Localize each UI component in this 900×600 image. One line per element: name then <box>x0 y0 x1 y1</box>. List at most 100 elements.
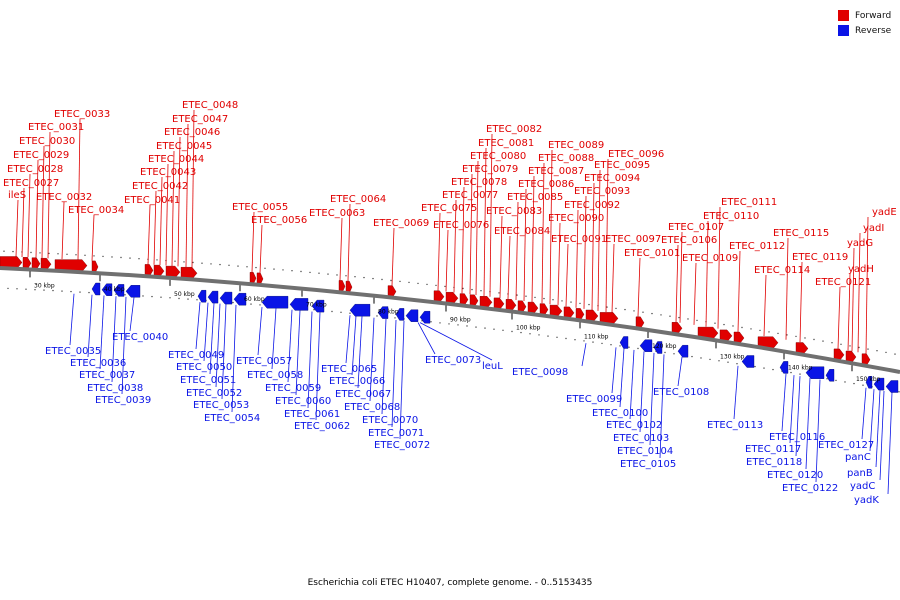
scale-tick-label: 110 kbp <box>584 333 609 340</box>
reverse-leader <box>805 377 811 470</box>
track-dot <box>48 252 50 255</box>
track-dot <box>138 258 140 260</box>
track-dot <box>484 327 486 329</box>
forward-gene-label: ETEC_0030 <box>19 136 75 147</box>
track-dot <box>844 381 846 383</box>
reverse-leader <box>639 351 645 433</box>
forward-gene-label: ETEC_0086 <box>518 179 574 190</box>
forward-gene-label: ETEC_0063 <box>309 208 365 219</box>
forward-leader <box>453 199 457 293</box>
forward-gene-label: ETEC_0087 <box>528 166 584 177</box>
track-dot <box>579 302 581 305</box>
track-dot <box>777 332 779 335</box>
reverse-gene-label: ETEC_0113 <box>707 420 763 431</box>
forward-gene-label: ETEC_0115 <box>773 228 829 239</box>
track-dot <box>790 371 792 374</box>
reverse-gene-label: ETEC_0040 <box>112 332 168 343</box>
track-dot <box>493 328 495 330</box>
reverse-gene-label: ETEC_0102 <box>606 420 662 431</box>
track-dot <box>79 291 81 293</box>
track-dot <box>529 333 531 335</box>
track-dot <box>16 288 18 290</box>
reverse-swatch <box>838 25 849 36</box>
forward-gene-label: ETEC_0106 <box>661 235 717 246</box>
track-dot <box>250 303 252 305</box>
reverse-leader <box>659 354 665 459</box>
reverse-gene-label: ETEC_0058 <box>247 370 303 381</box>
track-dot <box>750 328 752 330</box>
reverse-gene-arrow <box>349 304 371 317</box>
track-dot <box>696 319 698 322</box>
track-dot <box>885 351 887 354</box>
forward-gene-label: ETEC_0055 <box>232 202 288 213</box>
forward-leader <box>851 247 855 352</box>
track-dot <box>534 296 536 299</box>
reverse-gene-arrow <box>639 339 653 352</box>
reverse-gene-label: ETEC_0038 <box>87 383 143 394</box>
forward-leader <box>785 237 789 340</box>
track-dot <box>178 297 180 300</box>
reverse-gene-label: ETEC_0098 <box>512 367 568 378</box>
forward-gene-label: ETEC_0075 <box>421 203 477 214</box>
reverse-gene-label: yadC <box>850 481 875 492</box>
legend: Forward Reverse <box>838 8 891 38</box>
label-leader-lines <box>15 109 893 495</box>
reverse-gene-label: ETEC_0117 <box>745 444 801 455</box>
forward-gene-label: ETEC_0082 <box>486 124 542 135</box>
reverse-gene-label: ETEC_0104 <box>617 446 673 457</box>
forward-gene-label: ETEC_0080 <box>470 151 526 162</box>
forward-gene-label: yadH <box>848 264 874 275</box>
track-dot <box>552 299 554 301</box>
forward-leader <box>483 147 487 297</box>
track-dot <box>439 322 441 324</box>
forward-gene-label: ETEC_0091 <box>551 234 607 245</box>
track-dot <box>570 301 572 303</box>
reverse-leader <box>99 295 105 370</box>
forward-gene-label: ETEC_0083 <box>486 206 542 217</box>
forward-leader <box>865 216 869 354</box>
forward-gene-label: ETEC_0097 <box>605 234 661 245</box>
track-dot <box>772 368 774 371</box>
reverse-leader <box>357 316 363 389</box>
track-dot <box>723 323 725 326</box>
reverse-gene-label: ETEC_0037 <box>79 370 135 381</box>
reverse-gene-arrow <box>741 355 755 368</box>
scale-tick-label: 50 kbp <box>174 291 195 298</box>
reverse-leader <box>381 318 387 415</box>
scale-tick-label: 80 kbp <box>378 309 399 316</box>
forward-leader <box>259 224 263 273</box>
track-dot <box>417 282 419 285</box>
forward-leader <box>531 175 535 303</box>
forward-leader <box>391 227 395 286</box>
reverse-gene-label: ETEC_0122 <box>782 483 838 494</box>
track-dot <box>399 280 401 283</box>
reverse-leader <box>231 304 237 413</box>
forward-leader <box>705 220 709 327</box>
track-dot <box>498 292 500 294</box>
reverse-gene-arrow <box>653 341 663 354</box>
forward-leader <box>165 163 169 266</box>
track-dot <box>34 289 36 291</box>
forward-leader <box>557 222 561 306</box>
track-dot <box>169 297 171 299</box>
track-dot <box>336 274 338 276</box>
reverse-gene-arrow <box>805 366 825 379</box>
track-dot <box>511 330 513 333</box>
reverse-leader <box>315 312 321 421</box>
reverse-leader <box>581 343 587 367</box>
track-dot <box>160 296 162 298</box>
reverse-gene-label: ETEC_0057 <box>236 356 292 367</box>
forward-gene-arrow <box>0 256 23 269</box>
track-dot <box>727 361 729 363</box>
track-dot <box>759 329 761 332</box>
track-dot <box>619 345 621 347</box>
reverse-leader <box>271 308 277 370</box>
track-dot <box>12 250 14 253</box>
track-dot <box>430 321 432 323</box>
reverse-leader <box>351 315 357 376</box>
scale-tick-label: 140 kbp <box>788 364 813 371</box>
track-dot <box>354 276 356 278</box>
track-dot <box>574 339 576 341</box>
track-dot <box>7 287 9 290</box>
track-dot <box>660 314 662 316</box>
